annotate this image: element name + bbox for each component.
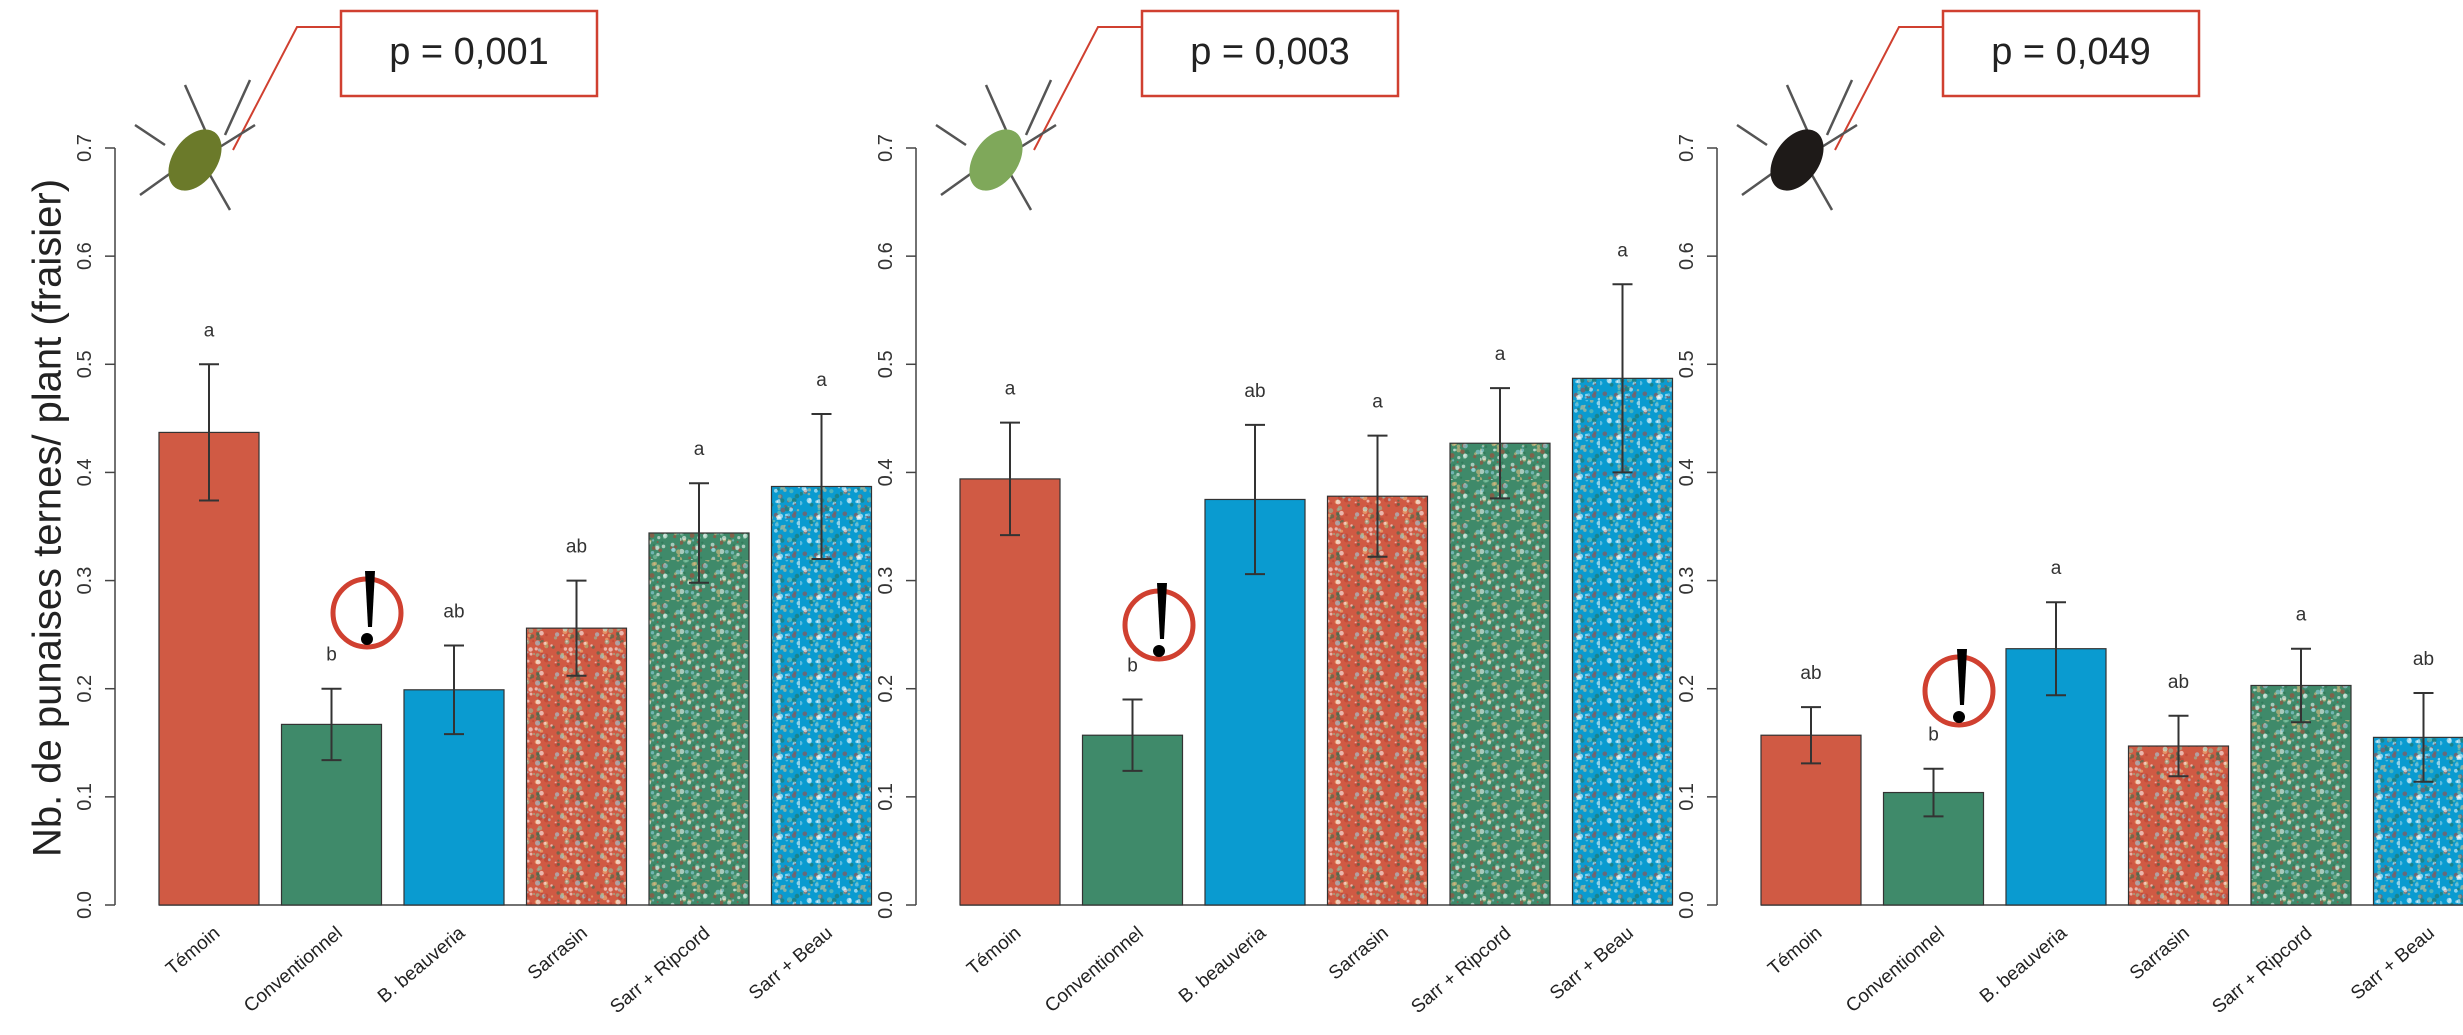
significance-letter: ab bbox=[566, 537, 587, 558]
significance-letter: a bbox=[204, 320, 215, 341]
bar bbox=[649, 533, 749, 905]
x-tick-label: Sarr + Beau bbox=[2347, 923, 2439, 1005]
x-tick-label: Sarr + Ripcord bbox=[2208, 923, 2316, 1018]
y-tick-label: 0.1 bbox=[1676, 783, 1698, 811]
warning-dot bbox=[1953, 711, 1965, 723]
significance-letter: a bbox=[1005, 379, 1016, 400]
p-value: p = 0,049 bbox=[1991, 31, 2151, 73]
y-tick-label: 0.7 bbox=[74, 134, 96, 162]
significance-letter: ab bbox=[1800, 663, 1821, 684]
y-tick-label: 0.5 bbox=[875, 350, 897, 378]
x-tick-label: Sarrasin bbox=[524, 923, 592, 985]
callout-line bbox=[233, 27, 341, 150]
chart: Nb. de punaises ternes/ plant (fraisier)… bbox=[0, 0, 2463, 1035]
x-tick-label: Sarrasin bbox=[2126, 923, 2194, 985]
x-tick-label: Conventionnel bbox=[1041, 923, 1148, 1017]
x-tick-label: Sarr + Ripcord bbox=[1407, 923, 1515, 1018]
significance-letter: ab bbox=[443, 601, 464, 622]
y-tick-label: 0.2 bbox=[1676, 675, 1698, 703]
insect-body bbox=[1759, 120, 1834, 201]
x-tick-label: Témoin bbox=[162, 923, 224, 980]
panel: 0.0 0.1 0.2 0.3 0.4 0.5 0.6 0.7 ab Témoin b Convent… bbox=[1676, 11, 2463, 1018]
p-value: p = 0,003 bbox=[1190, 31, 1350, 73]
y-tick-label: 0.0 bbox=[74, 891, 96, 919]
y-tick-label: 0.3 bbox=[74, 567, 96, 595]
significance-letter: a bbox=[1372, 392, 1383, 413]
x-tick-label: Sarr + Ripcord bbox=[606, 923, 714, 1018]
significance-letter: a bbox=[2051, 558, 2062, 579]
significance-letter: a bbox=[694, 439, 705, 460]
y-tick-label: 0.3 bbox=[875, 567, 897, 595]
p-value: p = 0,001 bbox=[389, 31, 549, 73]
y-tick-label: 0.5 bbox=[1676, 350, 1698, 378]
y-tick-label: 0.6 bbox=[74, 242, 96, 270]
warning-dot bbox=[1153, 645, 1165, 657]
significance-letter: b bbox=[326, 645, 337, 666]
warning-dot bbox=[361, 633, 373, 645]
y-tick-label: 0.4 bbox=[875, 459, 897, 487]
significance-letter: ab bbox=[2413, 649, 2434, 670]
significance-letter: ab bbox=[2168, 672, 2189, 693]
bar bbox=[1450, 443, 1550, 905]
bar bbox=[159, 432, 259, 905]
callout-line bbox=[1034, 27, 1142, 150]
x-tick-label: B. beauveria bbox=[1976, 922, 2072, 1007]
significance-letter: a bbox=[816, 370, 827, 391]
significance-letter: a bbox=[1617, 240, 1628, 261]
insect-body bbox=[958, 120, 1033, 201]
warning-mark bbox=[1957, 649, 1967, 705]
significance-letter: b bbox=[1928, 725, 1939, 746]
y-tick-label: 0.0 bbox=[875, 891, 897, 919]
x-tick-label: Sarr + Beau bbox=[1546, 923, 1638, 1005]
significance-letter: b bbox=[1127, 656, 1138, 677]
warning-mark bbox=[1157, 583, 1167, 639]
y-tick-label: 0.7 bbox=[1676, 134, 1698, 162]
y-tick-label: 0.2 bbox=[74, 675, 96, 703]
panel: 0.0 0.1 0.2 0.3 0.4 0.5 0.6 0.7 a Témoin b Conventi… bbox=[74, 11, 872, 1018]
significance-letter: a bbox=[2296, 605, 2307, 626]
y-tick-label: 0.5 bbox=[74, 350, 96, 378]
panel: 0.0 0.1 0.2 0.3 0.4 0.5 0.6 0.7 a Témoin b Conventi… bbox=[875, 11, 1673, 1018]
y-tick-label: 0.4 bbox=[1676, 459, 1698, 487]
x-tick-label: Conventionnel bbox=[240, 923, 347, 1017]
y-tick-label: 0.7 bbox=[875, 134, 897, 162]
insect-body bbox=[157, 120, 232, 201]
x-tick-label: Conventionnel bbox=[1842, 923, 1949, 1017]
x-tick-label: Sarr + Beau bbox=[745, 923, 837, 1005]
y-tick-label: 0.1 bbox=[875, 783, 897, 811]
y-tick-label: 0.6 bbox=[875, 242, 897, 270]
y-tick-label: 0.6 bbox=[1676, 242, 1698, 270]
x-tick-label: Témoin bbox=[963, 923, 1025, 980]
callout-line bbox=[1835, 27, 1943, 150]
x-tick-label: B. beauveria bbox=[1175, 922, 1271, 1007]
bar bbox=[2374, 737, 2463, 905]
y-axis-title: Nb. de punaises ternes/ plant (fraisier) bbox=[26, 179, 70, 857]
page: {"chart_data": [ {"type": "bar", "ylabel… bbox=[0, 0, 2463, 1035]
bar bbox=[960, 479, 1060, 905]
significance-letter: a bbox=[1495, 344, 1506, 365]
y-tick-label: 0.0 bbox=[1676, 891, 1698, 919]
warning-mark bbox=[365, 571, 375, 627]
significance-letter: ab bbox=[1244, 381, 1265, 402]
y-tick-label: 0.2 bbox=[875, 675, 897, 703]
x-tick-label: Témoin bbox=[1764, 923, 1826, 980]
y-tick-label: 0.4 bbox=[74, 459, 96, 487]
y-tick-label: 0.1 bbox=[74, 783, 96, 811]
x-tick-label: Sarrasin bbox=[1325, 923, 1393, 985]
y-tick-label: 0.3 bbox=[1676, 567, 1698, 595]
x-tick-label: B. beauveria bbox=[374, 922, 470, 1007]
